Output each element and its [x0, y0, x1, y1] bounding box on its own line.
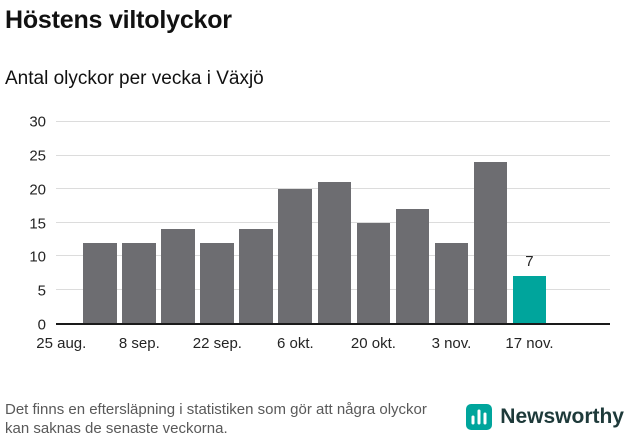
y-tick-label: 25 [29, 147, 46, 165]
x-tick-label: 22 sep. [192, 335, 242, 352]
footnote: Det finns en eftersläpning i statistiken… [5, 401, 427, 437]
brand-name: Newsworthy [500, 405, 624, 428]
gridline [56, 121, 610, 122]
bar-22 sep. [200, 242, 235, 323]
y-tick-label: 5 [37, 282, 46, 300]
bar-17 nov. [512, 276, 547, 323]
y-tick-label: 10 [29, 248, 46, 266]
bar-6 okt. [278, 189, 313, 323]
y-axis: 0 5 10 15 20 25 30 [0, 114, 46, 334]
x-tick-label: 20 okt. [350, 335, 396, 352]
bar-1 sep. [83, 242, 118, 323]
bar-10 nov. [473, 162, 508, 323]
bar-13 okt. [317, 182, 352, 323]
gridline [56, 154, 610, 156]
bar-3 nov. [434, 242, 469, 323]
bar-20 okt. [356, 222, 391, 323]
plot-area: 7 25 aug. 8 sep. 22 sep. 6 okt. 20 okt. 3 nov.… [36, 121, 610, 352]
bar-15 sep. [161, 229, 196, 323]
chart-subtitle: Antal olyckor per vecka i Växjö [5, 68, 264, 89]
y-tick-label: 30 [29, 113, 46, 131]
x-tick-label: 8 sep. [118, 335, 160, 352]
bar-8 sep. [122, 242, 157, 323]
x-tick-label: 6 okt. [277, 335, 314, 352]
y-tick-label: 0 [37, 316, 46, 334]
x-tick-label: 17 nov. [505, 335, 554, 352]
bar-29 sep. [239, 229, 274, 323]
bar-value-label: 7 [525, 253, 534, 271]
bar-27 okt. [395, 209, 430, 323]
chart-title: Höstens viltolyckor [5, 6, 232, 34]
brand: Newsworthy [466, 404, 624, 430]
x-tick-label: 3 nov. [431, 335, 472, 352]
y-tick-label: 20 [29, 181, 46, 199]
x-tick-label: 25 aug. [36, 335, 87, 352]
y-tick-label: 15 [29, 215, 46, 232]
newsworthy-logo-icon [466, 404, 493, 430]
